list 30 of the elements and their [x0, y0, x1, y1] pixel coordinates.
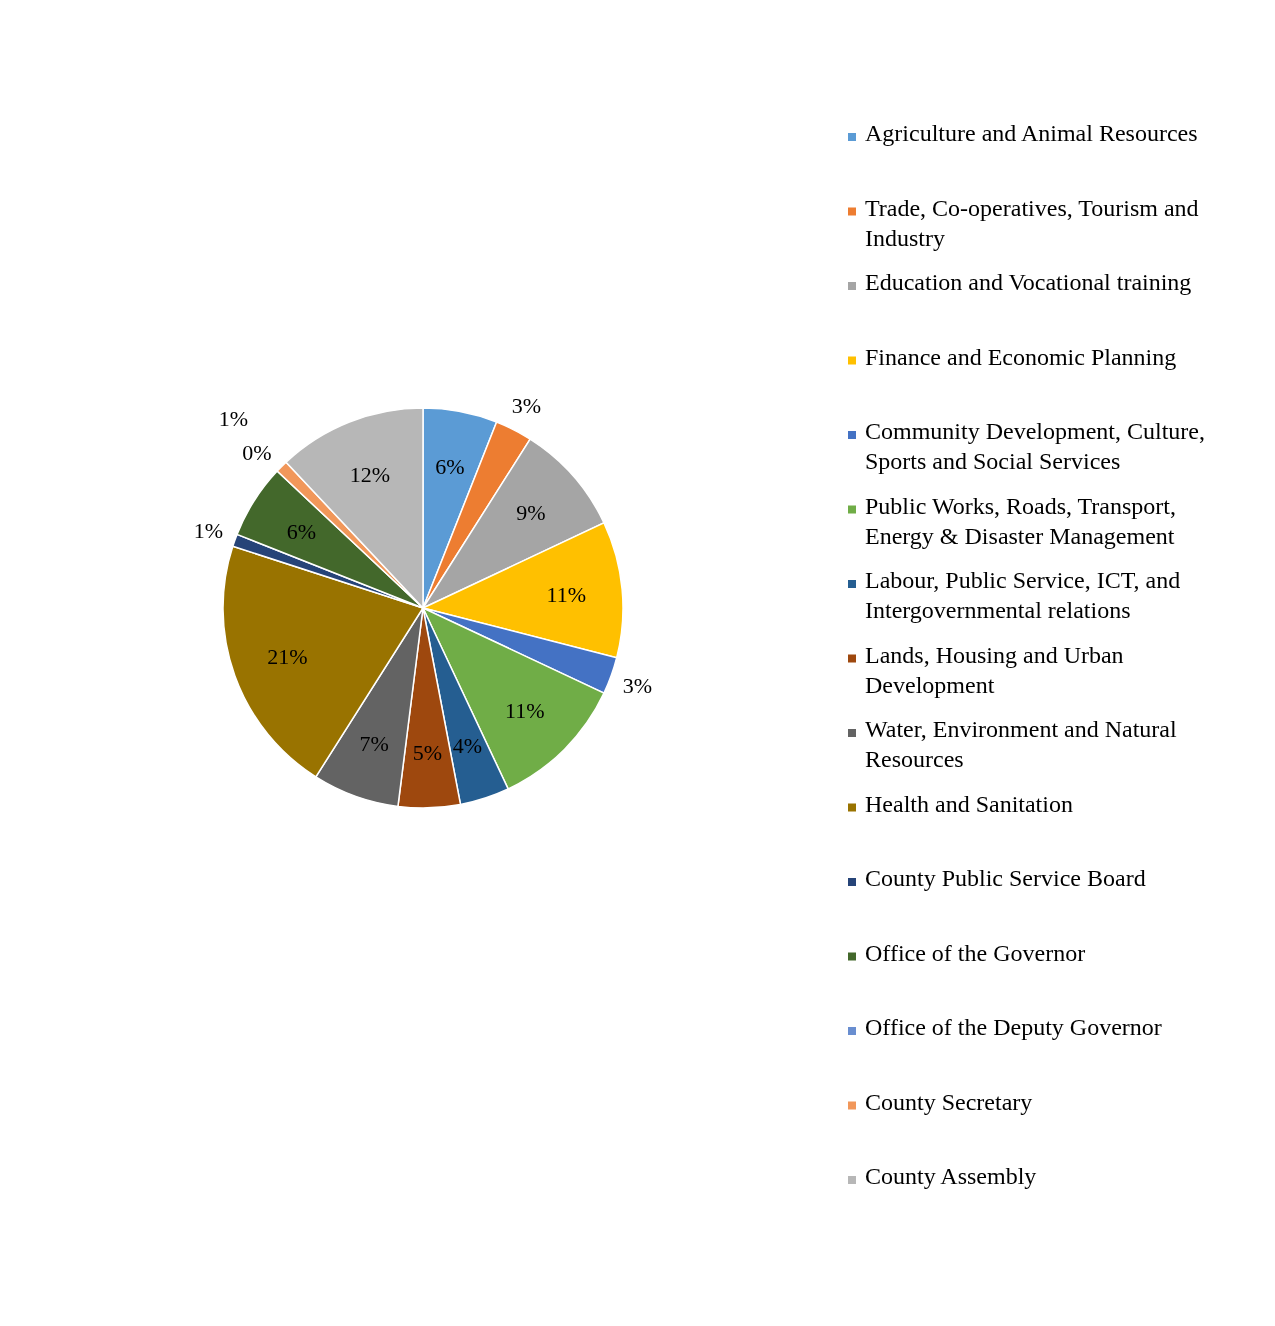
legend-label: Office of the Deputy Governor	[865, 1014, 1162, 1040]
text: 0%	[242, 439, 272, 465]
legend-label: Trade, Co-operatives, Tourism and Industry	[865, 194, 1199, 251]
data-label: 11%	[505, 697, 545, 723]
legend-label: County Public Service Board	[865, 865, 1146, 891]
legend-label: Health and Sanitation	[865, 790, 1073, 817]
legend-label: Office of the Governor	[865, 939, 1086, 966]
legend-label: Finance and Economic Planning	[865, 343, 1177, 370]
legend-label: Public Works, Roads, Transport, Energy & Disaster Management	[865, 492, 1176, 549]
data-label: 9%	[516, 500, 546, 526]
legend-label: Water, Environment and Natural Resources	[865, 716, 1177, 772]
data-label: 1%	[218, 406, 249, 432]
data-label: 3%	[511, 392, 542, 418]
data-label: 4%	[452, 732, 483, 758]
data-label: 7%	[359, 731, 389, 757]
legend-label: Labour, Public Service, ICT, and Intergovernmental relations	[865, 567, 1181, 623]
legend-label: Community Development, Culture, Sports and Social Services	[865, 418, 1205, 474]
data-label: 11%	[546, 582, 587, 608]
data-label: 6%	[286, 518, 317, 544]
data-label: 5%	[412, 739, 443, 765]
data-label: 1%	[193, 518, 224, 544]
legend-label: Agriculture and Animal Resources	[865, 120, 1198, 146]
legend-label: County Secretary	[865, 1088, 1033, 1115]
data-label: 21%	[267, 644, 308, 670]
data-label: 12%	[349, 461, 391, 487]
data-label: 6%	[435, 454, 465, 480]
data-label: 3%	[622, 672, 653, 698]
legend-label: Education and Vocational training	[865, 269, 1192, 295]
legend-label: County Assembly	[865, 1163, 1037, 1189]
legend-label: Lands, Housing and Urban Development	[865, 641, 1124, 698]
